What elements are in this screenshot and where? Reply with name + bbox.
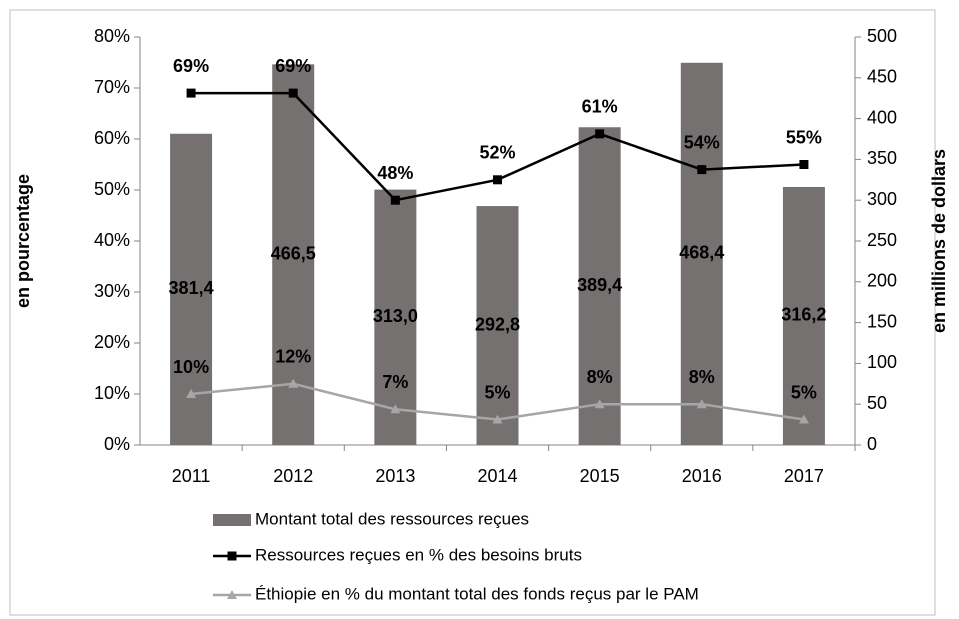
- line-marker: [390, 404, 401, 414]
- line-value-label: 69%: [173, 56, 209, 76]
- x-tick-label: 2011: [172, 466, 211, 486]
- bar-value-label: 468,4: [679, 243, 724, 263]
- line-marker: [227, 551, 237, 561]
- line-marker: [697, 165, 707, 175]
- y-tick-label: 80%: [94, 26, 130, 46]
- x-tick-label: 2014: [477, 466, 517, 486]
- y-tick-label: 0%: [104, 434, 130, 454]
- y2-tick-label: 350: [867, 148, 897, 168]
- line-marker: [696, 399, 707, 409]
- line-value-label: 55%: [786, 127, 822, 147]
- legend-label: Ressources reçues en % des besoins bruts: [255, 545, 582, 564]
- y2-tick-label: 500: [867, 26, 897, 46]
- y2-tick-label: 400: [867, 107, 897, 127]
- bar-value-label: 313,0: [373, 306, 418, 326]
- line-marker: [288, 378, 299, 388]
- bar: [680, 62, 723, 446]
- y-tick-label: 40%: [94, 230, 130, 250]
- chart-frame: [9, 9, 936, 616]
- x-tick-label: 2017: [784, 466, 824, 486]
- bar-value-label: 389,4: [577, 275, 622, 295]
- bar-value-label: 466,5: [271, 243, 316, 263]
- bar: [782, 186, 825, 445]
- line-value-label: 61%: [582, 97, 618, 117]
- bar: [476, 206, 519, 445]
- y-tick-label: 50%: [94, 179, 130, 199]
- line-value-label: 10%: [173, 357, 209, 377]
- x-tick-label: 2015: [580, 466, 620, 486]
- line-marker: [595, 129, 605, 139]
- y2-axis-title: en millions de dollars: [929, 149, 949, 333]
- line-marker: [492, 414, 503, 424]
- legend-swatch: [213, 514, 251, 526]
- line-value-label: 54%: [684, 132, 720, 152]
- line-marker: [798, 414, 809, 424]
- y2-tick-label: 450: [867, 67, 897, 87]
- x-tick-label: 2016: [682, 466, 722, 486]
- line-value-label: 5%: [484, 382, 510, 402]
- line-value-label: 12%: [275, 347, 311, 367]
- line-marker: [186, 88, 196, 98]
- line-value-label: 48%: [377, 163, 413, 183]
- line-marker: [288, 88, 298, 98]
- bar: [578, 127, 621, 445]
- bar-value-label: 316,2: [781, 305, 826, 325]
- line-value-label: 69%: [275, 56, 311, 76]
- bar-value-label: 292,8: [475, 314, 520, 334]
- x-tick-label: 2013: [375, 466, 415, 486]
- y2-tick-label: 200: [867, 271, 897, 291]
- line-marker: [493, 175, 502, 185]
- y-tick-label: 20%: [94, 332, 130, 352]
- line-marker: [186, 389, 197, 398]
- line-value-label: 5%: [791, 382, 817, 402]
- y2-tick-label: 100: [867, 352, 897, 372]
- y-tick-label: 70%: [94, 77, 130, 97]
- x-tick-label: 2012: [273, 466, 313, 486]
- legend-label: Montant total des ressources reçues: [255, 509, 529, 528]
- line-value-label: 8%: [587, 367, 613, 387]
- y2-tick-label: 0: [867, 434, 877, 454]
- y2-tick-label: 300: [867, 189, 897, 209]
- line-value-label: 7%: [382, 372, 408, 392]
- y2-tick-label: 150: [867, 311, 897, 331]
- legend-label: Éthiopie en % du montant total des fonds…: [255, 584, 699, 603]
- line-marker: [390, 195, 400, 205]
- bar: [374, 189, 417, 445]
- line-marker: [594, 399, 605, 409]
- y-tick-label: 60%: [94, 128, 130, 148]
- line-value-label: 8%: [689, 367, 715, 387]
- line-marker: [799, 160, 809, 169]
- y2-tick-label: 250: [867, 230, 897, 250]
- y-tick-label: 30%: [94, 281, 130, 301]
- y2-tick-label: 50: [867, 393, 887, 413]
- y-tick-label: 10%: [94, 383, 130, 403]
- bar-value-label: 381,4: [169, 278, 214, 298]
- y-axis-title: en pourcentage: [13, 174, 33, 308]
- line-value-label: 52%: [479, 143, 515, 163]
- line-marker: [227, 590, 237, 599]
